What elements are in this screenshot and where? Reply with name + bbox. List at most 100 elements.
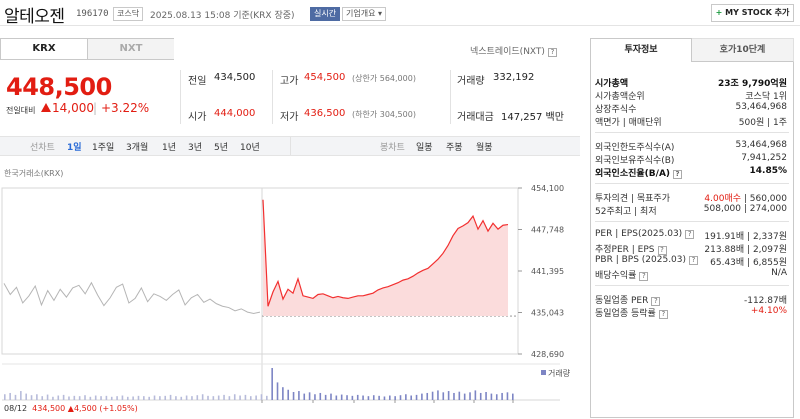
- prev-close-label: 전일: [188, 76, 207, 87]
- volume-bar: [501, 392, 503, 400]
- volume-bar: [36, 394, 38, 400]
- opinion-row: 투자의견 | 목표주가 4.00매수 | 560,000: [595, 191, 787, 204]
- period-10y[interactable]: 10년: [240, 143, 260, 153]
- volume-bar: [292, 392, 295, 400]
- volume-bar: [148, 396, 150, 400]
- invest-info-panel: 시가총액 23조 9,790억원 시가총액순위 코스닥 1위 상장주식수 53,464,9…: [590, 62, 794, 418]
- market-cap-row: 상장주식수 53,464,968: [595, 102, 787, 115]
- row-value-text: N/A: [771, 268, 787, 278]
- company-info-button[interactable]: 기업개요 ▾: [342, 7, 387, 21]
- volume-bar: [469, 392, 471, 400]
- high-label: 고가: [280, 76, 299, 87]
- help-icon[interactable]: ?: [657, 246, 667, 255]
- valuation-row: 추정PER | EPS? 213.88배 | 2,097원: [595, 242, 787, 255]
- row-value: 508,000 | 274,000: [704, 204, 787, 214]
- up-triangle-icon: [41, 103, 51, 112]
- volume-bar: [132, 396, 134, 400]
- row-label: 52주최고 | 최저: [595, 207, 657, 217]
- market-cap-row: 액면가 | 매매단위 500원 | 1주: [595, 115, 787, 128]
- company-info-label: 기업개요: [346, 9, 376, 18]
- row-value: 14.85%: [750, 166, 788, 176]
- foreign-row: 외국인한도주식수(A) 53,464,968: [595, 140, 787, 153]
- help-icon[interactable]: ?: [658, 310, 668, 319]
- help-icon[interactable]: ?: [689, 256, 699, 265]
- volume-bar: [474, 390, 477, 400]
- tab-invest-info[interactable]: 투자정보: [590, 38, 692, 62]
- y-tick-label: 454,100: [531, 184, 564, 193]
- nextrade-link[interactable]: 넥스트레이드(NXT)?: [470, 44, 557, 57]
- volume-bar: [287, 389, 290, 400]
- row-label: PER | EPS(2025.03)?: [595, 229, 695, 239]
- volume-bar: [495, 394, 498, 400]
- volume-bar: [239, 395, 241, 400]
- high-value: 454,500: [304, 72, 346, 83]
- help-icon[interactable]: ?: [673, 170, 683, 179]
- tab-nxt[interactable]: NXT: [87, 39, 174, 59]
- row-value-text: 23조 9,790억원: [718, 79, 787, 89]
- lower-limit: (하한가 304,500): [352, 110, 416, 119]
- period-3m[interactable]: 3개월: [126, 143, 149, 153]
- period-1w[interactable]: 1주일: [92, 143, 115, 153]
- amount-label: 거래대금: [457, 112, 494, 123]
- foreign-row: 외국인소진율(B/A)? 14.85%: [595, 166, 788, 179]
- candle-weekly[interactable]: 주봉: [446, 143, 463, 153]
- row-value: 65.43배 | 6,855원: [710, 255, 787, 268]
- quote-datetime: 2025.08.13 15:08 기준(KRX 장중): [150, 11, 295, 21]
- row-value-text: 191.91배 | 2,337원: [704, 232, 787, 242]
- add-my-stock-button[interactable]: + MY STOCK 추가: [711, 4, 794, 22]
- change-label: 전일대비: [6, 106, 36, 115]
- help-icon[interactable]: ?: [651, 297, 661, 306]
- stock-name: 알테오젠: [4, 7, 65, 27]
- period-1d[interactable]: 1일: [67, 143, 82, 153]
- volume-bar: [346, 395, 348, 400]
- row-value: N/A: [771, 268, 787, 278]
- volume-bar: [30, 395, 33, 400]
- row-label: PBR | BPS (2025.03)?: [595, 255, 699, 265]
- volume-bar: [126, 396, 129, 400]
- candle-daily[interactable]: 일봉: [416, 143, 433, 153]
- period-5y[interactable]: 5년: [214, 143, 229, 153]
- row-value-text: 53,464,968: [735, 102, 787, 112]
- candle-chart-label: 봉차트: [380, 143, 405, 153]
- help-icon[interactable]: ?: [547, 48, 557, 57]
- period-bar: 선차트 1일 1주일 3개월 1년 3년 5년 10년 봉차트 일봉 주봉 월봉: [0, 136, 580, 156]
- row-value-highlight: +4.10%: [750, 306, 787, 316]
- foreign-row: 외국인보유주식수(B) 7,941,252: [595, 153, 787, 166]
- volume-bar: [362, 395, 364, 400]
- volume-bar: [143, 396, 145, 400]
- candle-monthly[interactable]: 월봉: [476, 143, 493, 153]
- volume-bar: [9, 392, 11, 400]
- volume-bar: [68, 396, 70, 400]
- volume-bar: [383, 396, 386, 400]
- change-separator: |: [93, 101, 98, 115]
- realtime-button[interactable]: 실시간: [310, 7, 341, 21]
- row-value: 191.91배 | 2,337원: [704, 229, 787, 242]
- volume-bar: [41, 396, 44, 400]
- volume-bar: [100, 396, 102, 400]
- period-3y[interactable]: 3년: [188, 143, 203, 153]
- row-label: 배당수익률?: [595, 268, 649, 281]
- nextrade-label: 넥스트레이드(NXT): [470, 47, 545, 57]
- row-value: 코스닥 1위: [745, 89, 787, 102]
- chevron-down-icon: ▾: [378, 9, 383, 18]
- opinion-row: 52주최고 | 최저 508,000 | 274,000: [595, 204, 787, 217]
- help-icon[interactable]: ?: [685, 230, 695, 239]
- row-label: 추정PER | EPS?: [595, 242, 667, 255]
- y-tick-label: 447,748: [531, 225, 564, 234]
- volume-bar: [84, 395, 86, 400]
- volume-bar: [244, 394, 247, 400]
- volume-bar: [62, 394, 65, 400]
- y-tick-label: 441,395: [531, 267, 564, 276]
- tab-hoga[interactable]: 호가10단계: [692, 38, 794, 62]
- volume-bar: [447, 391, 450, 400]
- row-label: 동일업종 PER?: [595, 293, 661, 306]
- volume-bar: [335, 395, 338, 400]
- volume-bar: [415, 394, 418, 400]
- tab-krx[interactable]: KRX: [1, 39, 87, 59]
- change-value: 14,000: [41, 101, 94, 115]
- row-label: 외국인소진율(B/A)?: [595, 166, 683, 179]
- volume-bar: [276, 382, 279, 400]
- help-icon[interactable]: ?: [639, 272, 649, 281]
- period-1y[interactable]: 1년: [162, 143, 177, 153]
